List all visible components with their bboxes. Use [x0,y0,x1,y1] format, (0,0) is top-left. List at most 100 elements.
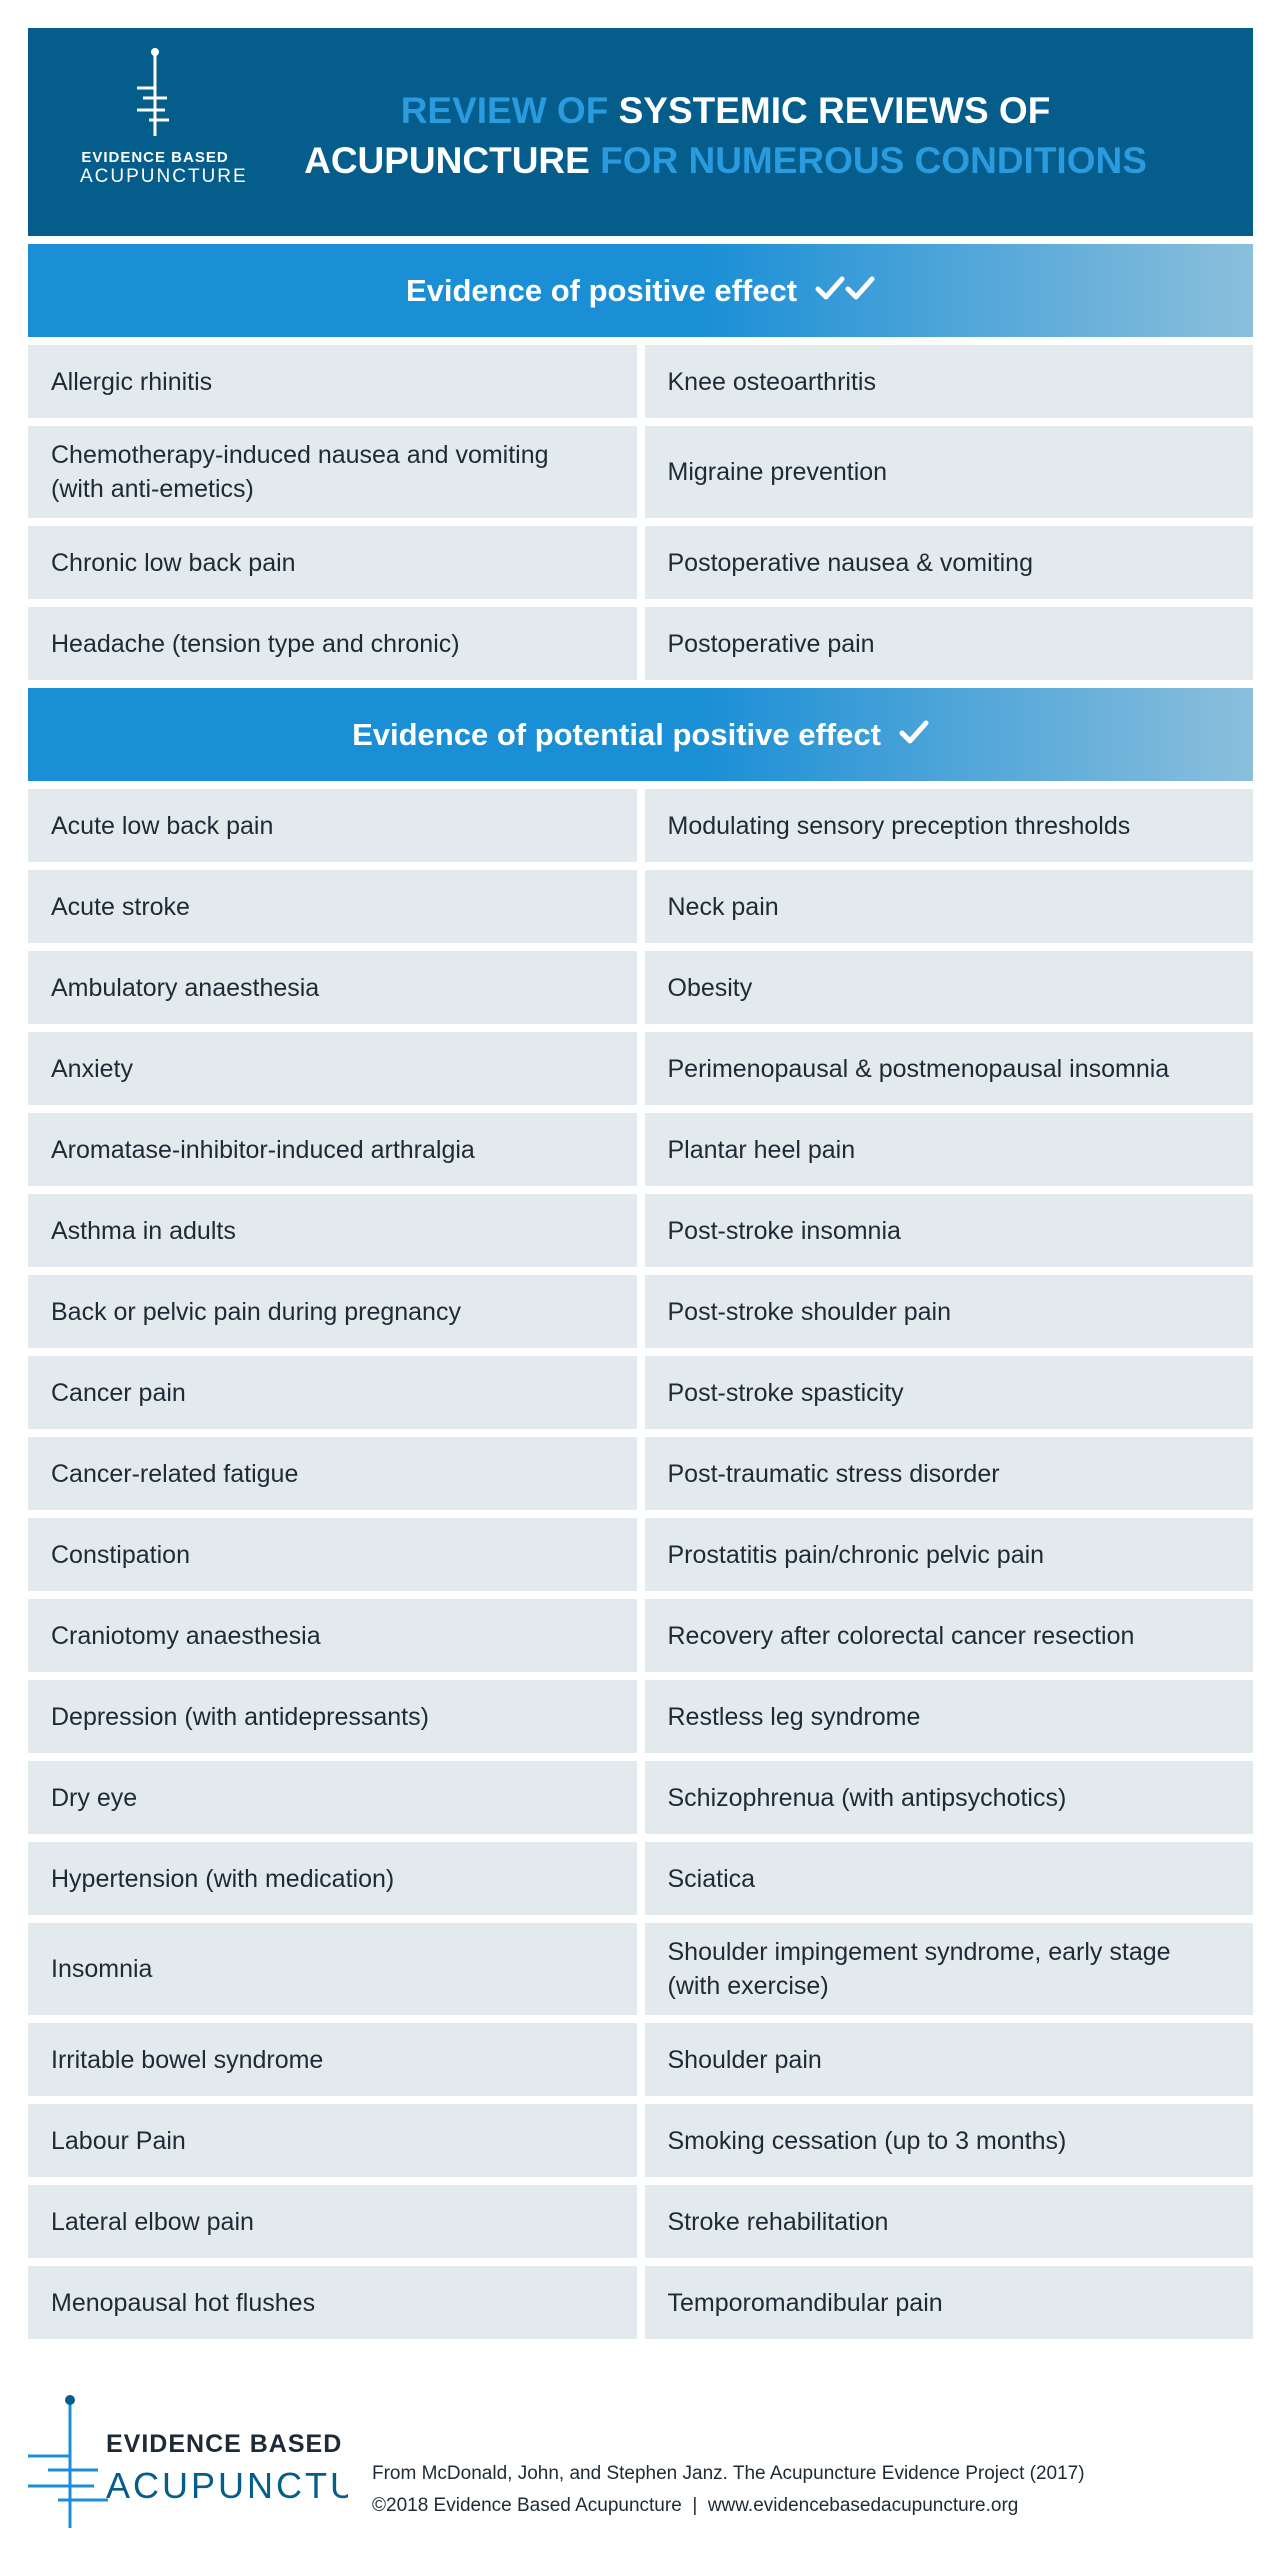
checks [899,717,929,753]
cell: Lateral elbow pain [28,2185,637,2258]
cell: Anxiety [28,1032,637,1105]
condition: Irritable bowel syndrome [51,2045,324,2074]
cell: Restless leg syndrome [644,1680,1253,1753]
cell: Temporomandibular pain [644,2266,1253,2339]
condition: Asthma in adults [51,1216,236,1245]
cell: Aromatase-inhibitor-induced arthralgia [28,1113,637,1186]
logo-icon [137,48,169,136]
copyright: ©2018 Evidence Based Acupuncture | www.e… [372,2495,1019,2516]
condition: Post-stroke shoulder pain [667,1297,951,1326]
cell: Irritable bowel syndrome [28,2023,637,2096]
condition: Dry eye [51,1783,138,1812]
footer-logo-line2: ACUPUNCTURE [106,2465,348,2506]
condition: Knee osteoarthritis [667,367,876,396]
condition: Smoking cessation (up to 3 months) [667,2126,1067,2155]
cell: Stroke rehabilitation [644,2185,1253,2258]
condition: Aromatase-inhibitor-induced arthralgia [51,1135,475,1164]
condition: Hypertension (with medication) [51,1864,395,1893]
cell: Headache (tension type and chronic) [28,607,637,680]
content: EVIDENCE BASED ACUPUNCTURE REVIEW OF SYS… [28,28,1253,2339]
row: Cancer-related fatigue Post-traumatic str… [28,1437,1253,1510]
condition: Anxiety [51,1054,133,1083]
cell: Neck pain [644,870,1253,943]
row: Asthma in adults Post-stroke insomnia [28,1194,1253,1267]
condition: Stroke rehabilitation [667,2207,889,2236]
cell: Smoking cessation (up to 3 months) [644,2104,1253,2177]
condition: Postoperative pain [667,629,875,658]
cell: Labour Pain [28,2104,637,2177]
condition: Shoulder impingement syndrome, early sta… [667,1938,1171,2000]
condition: Cancer pain [51,1378,186,1407]
header-logo: EVIDENCE BASED ACUPUNCTURE [80,48,246,188]
row: Lateral elbow pain Stroke rehabilitation [28,2185,1253,2258]
condition: Restless leg syndrome [667,1702,921,1731]
section-header: Evidence of positive effect [28,244,1253,337]
condition: Temporomandibular pain [667,2288,943,2317]
cell: Chronic low back pain [28,526,637,599]
title-part: REVIEW OF [400,90,609,131]
cell: Post-stroke spasticity [644,1356,1253,1429]
condition: Modulating sensory preception thresholds [667,811,1131,840]
row: Headache (tension type and chronic) Posto… [28,607,1253,680]
row: Aromatase-inhibitor-induced arthralgia Pl… [28,1113,1253,1186]
condition: Post-stroke insomnia [667,1216,901,1245]
cell: Dry eye [28,1761,637,1834]
cell: Modulating sensory preception thresholds [644,789,1253,862]
cell: Schizophrenua (with antipsychotics) [644,1761,1253,1834]
row: Irritable bowel syndrome Shoulder pain [28,2023,1253,2096]
condition: Post-traumatic stress disorder [667,1459,1000,1488]
condition: Allergic rhinitis [51,367,213,396]
condition: Acute low back pain [51,811,274,840]
condition: Obesity [667,973,753,1002]
condition: Depression (with antidepressants) [51,1702,429,1731]
section-title: Evidence of positive effect [405,272,798,308]
condition: Shoulder pain [667,2045,822,2074]
row: Back or pelvic pain during pregnancy Post… [28,1275,1253,1348]
condition: Post-stroke spasticity [667,1378,904,1407]
cell: Chemotherapy-induced nausea and vomiting… [28,426,637,518]
title-part: FOR NUMEROUS CONDITIONS [600,140,1147,181]
condition: Perimenopausal & postmenopausal insomnia [667,1054,1170,1083]
cell: Depression (with antidepressants) [28,1680,637,1753]
cell: Sciatica [644,1842,1253,1915]
row: Hypertension (with medication) Sciatica [28,1842,1253,1915]
cell: Shoulder impingement syndrome, early sta… [644,1923,1253,2015]
cell: Hypertension (with medication) [28,1842,637,1915]
section-title: Evidence of potential positive effect [352,716,881,752]
row: Allergic rhinitis Knee osteoarthritis [28,345,1253,418]
row: Ambulatory anaesthesia Obesity [28,951,1253,1024]
cell: Constipation [28,1518,637,1591]
cell: Asthma in adults [28,1194,637,1267]
row: Constipation Prostatitis pain/chronic pel… [28,1518,1253,1591]
title: REVIEW OF SYSTEMIC REVIEWS OF ACUPUNCTUR… [278,86,1173,186]
condition: Back or pelvic pain during pregnancy [51,1297,461,1326]
row: Craniotomy anaesthesia Recovery after col… [28,1599,1253,1672]
cell: Menopausal hot flushes [28,2266,637,2339]
row: Acute low back pain Modulating sensory pr… [28,789,1253,862]
condition: Recovery after colorectal cancer resecti… [667,1621,1135,1650]
cell: Migraine prevention [644,426,1253,518]
checks [815,273,875,309]
title-part: SYSTEMIC REVIEWS OF [618,90,1051,131]
cell: Post-traumatic stress disorder [644,1437,1253,1510]
row: Chronic low back pain Postoperative nause… [28,526,1253,599]
cell: Acute stroke [28,870,637,943]
cell: Post-stroke insomnia [644,1194,1253,1267]
condition: Sciatica [667,1864,756,1893]
cell: Ambulatory anaesthesia [28,951,637,1024]
check [845,276,875,299]
condition: Menopausal hot flushes [51,2288,316,2317]
cell: Shoulder pain [644,2023,1253,2096]
row: Dry eye Schizophrenua (with antipsychotic… [28,1761,1253,1834]
cell: Knee osteoarthritis [644,345,1253,418]
header: EVIDENCE BASED ACUPUNCTURE REVIEW OF SYS… [28,28,1253,236]
condition: Acute stroke [51,892,190,921]
cell: Prostatitis pain/chronic pelvic pain [644,1518,1253,1591]
cell: Obesity [644,951,1253,1024]
cell: Cancer pain [28,1356,637,1429]
condition: Labour Pain [51,2126,186,2155]
cell: Acute low back pain [28,789,637,862]
cell: Postoperative pain [644,607,1253,680]
row: Depression (with antidepressants) Restles… [28,1680,1253,1753]
